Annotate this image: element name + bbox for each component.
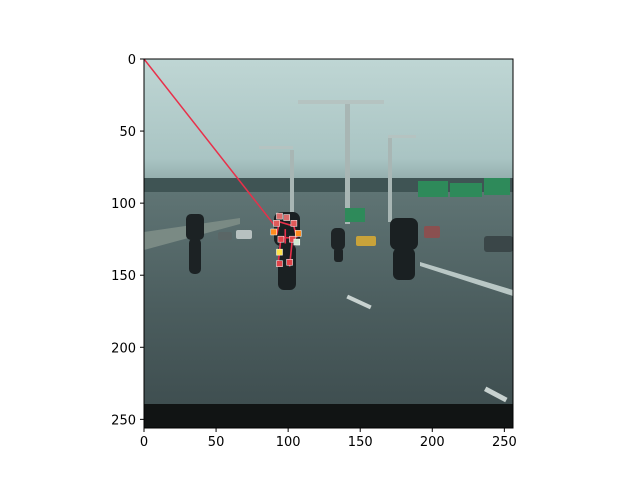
car [424, 226, 440, 238]
motorcycle [186, 214, 204, 274]
dashboard [144, 404, 513, 428]
lane-dash [483, 386, 508, 403]
motorcycle [390, 218, 418, 280]
annotation-overlay [144, 59, 302, 267]
right-lane-line [420, 262, 513, 296]
light-pole [345, 104, 350, 224]
x-tick-label: 250 [492, 435, 517, 450]
keypoint-marker [290, 220, 298, 227]
y-tick-label: 200 [111, 341, 136, 356]
motorcycle [331, 228, 345, 262]
car [236, 230, 252, 239]
y-tick-label: 100 [111, 197, 136, 212]
axes-frame [143, 58, 514, 429]
highway-sign [345, 208, 365, 222]
light-pole-arm [259, 146, 293, 149]
keypoint-marker [283, 214, 290, 221]
y-tick-label: 250 [111, 413, 136, 428]
keypoint-marker [270, 228, 277, 236]
y-tick-label: 150 [111, 269, 136, 284]
x-axis: 0 50 100 150 200 250 [140, 428, 517, 450]
highway-sign [418, 181, 448, 197]
keypoint-marker [276, 248, 283, 256]
x-tick-label: 50 [208, 435, 225, 450]
y-tick-label: 0 [128, 53, 136, 68]
overlay-line [144, 59, 276, 227]
light-pole [388, 137, 392, 222]
y-tick-label: 50 [119, 125, 136, 140]
light-pole-arm [348, 100, 384, 104]
keypoint-marker [276, 212, 283, 220]
background-photo [144, 59, 513, 428]
keypoint-marker [273, 220, 280, 227]
keypoint-marker [293, 238, 301, 246]
lane-dash [346, 294, 372, 310]
highway-sign [484, 178, 510, 195]
x-tick-label: 200 [420, 435, 445, 450]
car [484, 236, 513, 252]
car [356, 236, 376, 246]
x-tick-label: 100 [276, 435, 301, 450]
keypoint-marker [277, 235, 285, 243]
keypoint-marker [276, 260, 283, 267]
light-pole-arm [298, 100, 348, 104]
light-pole [290, 150, 294, 220]
highway-sign [450, 183, 482, 197]
keypoint-marker [286, 258, 293, 266]
x-tick-label: 0 [140, 435, 148, 450]
car [218, 232, 232, 240]
sky [144, 59, 513, 184]
light-pole-arm [388, 135, 416, 138]
keypoint-marker [294, 230, 302, 237]
x-tick-label: 150 [348, 435, 373, 450]
y-axis: 0 50 100 150 200 250 [111, 53, 144, 428]
